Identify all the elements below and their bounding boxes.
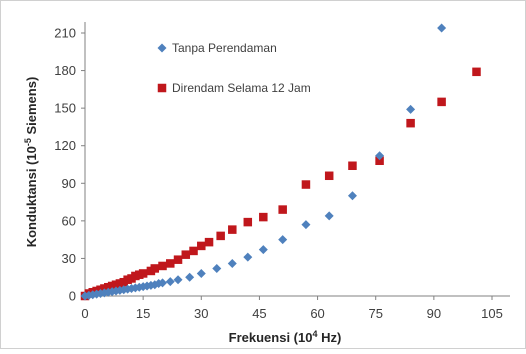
data-point-diamond	[243, 252, 253, 262]
y-tick-label: 0	[69, 289, 76, 304]
x-axis-label-exponent: 4	[312, 329, 317, 339]
x-axis-label: Frekuensi (104 Hz)	[229, 329, 342, 345]
data-point-square	[216, 231, 225, 241]
x-tick-label: 45	[252, 306, 266, 321]
x-tick-label: 105	[481, 306, 503, 321]
data-point-diamond	[173, 275, 183, 285]
data-point-diamond	[165, 277, 175, 287]
data-point-square	[375, 156, 384, 165]
data-point-square	[150, 264, 160, 273]
legend-label: Direndam Selama 12 Jam	[172, 81, 311, 95]
y-tick-label: 30	[62, 251, 76, 266]
data-point-square	[472, 67, 481, 77]
data-point-diamond	[278, 235, 288, 245]
data-point-diamond	[157, 43, 167, 53]
data-point-square	[197, 241, 206, 251]
data-point-diamond	[212, 263, 222, 273]
y-axis-label-suffix: Siemens)	[24, 77, 39, 138]
data-point-square	[158, 261, 167, 271]
data-point-diamond	[258, 245, 268, 255]
data-point-diamond	[347, 191, 357, 201]
data-point-diamond	[437, 23, 447, 33]
x-tick-label: 60	[310, 306, 324, 321]
series-layer	[80, 23, 481, 301]
legend: Tanpa Perendaman Direndam Selama 12 Jam	[157, 41, 311, 95]
y-tick-label: 60	[62, 213, 76, 228]
x-axis-label-suffix: Hz)	[318, 330, 342, 345]
data-point-diamond	[375, 151, 385, 161]
data-point-square	[324, 171, 334, 181]
x-tick-label: 30	[194, 306, 208, 321]
y-axis-label: Konduktansi (10-5 Siemens)	[23, 77, 39, 248]
data-point-diamond	[227, 258, 237, 268]
data-point-square	[228, 225, 237, 234]
x-axis-ticks: 0 15 30 45 60 75 90 105	[81, 296, 503, 321]
data-point-square	[173, 255, 183, 264]
data-point-square	[243, 217, 253, 227]
data-point-square	[348, 161, 357, 171]
data-point-square	[259, 212, 268, 222]
y-tick-label: 180	[54, 63, 76, 78]
x-tick-label: 75	[368, 306, 382, 321]
data-point-square	[189, 246, 198, 256]
y-tick-label: 120	[54, 138, 76, 153]
y-tick-label: 90	[62, 176, 76, 191]
data-point-square	[406, 118, 415, 128]
data-point-diamond	[301, 220, 311, 230]
data-point-diamond	[196, 268, 206, 278]
y-tick-label: 150	[54, 101, 76, 116]
data-point-square	[204, 237, 214, 247]
legend-label: Tanpa Perendaman	[172, 41, 277, 55]
data-point-diamond	[406, 104, 416, 114]
y-axis-label-prefix: Konduktansi (10	[24, 146, 39, 247]
data-point-square	[166, 259, 175, 268]
x-axis-label-prefix: Frekuensi (10	[229, 330, 313, 345]
data-point-square	[157, 83, 167, 93]
x-tick-label: 0	[81, 306, 88, 321]
series-1	[80, 23, 447, 301]
x-tick-label: 15	[136, 306, 150, 321]
data-point-diamond	[158, 278, 168, 288]
data-point-square	[181, 250, 191, 259]
data-point-diamond	[324, 211, 334, 221]
data-point-square	[301, 180, 311, 189]
y-axis-label-exponent: -5	[23, 138, 33, 146]
data-point-diamond	[185, 272, 195, 282]
data-point-square	[138, 269, 148, 278]
data-point-square	[437, 97, 446, 107]
y-axis-ticks: 0 30 60 90 120 150 180 210	[54, 26, 85, 304]
data-point-square	[278, 205, 287, 214]
x-tick-label: 90	[427, 306, 441, 321]
y-tick-label: 210	[54, 26, 76, 41]
